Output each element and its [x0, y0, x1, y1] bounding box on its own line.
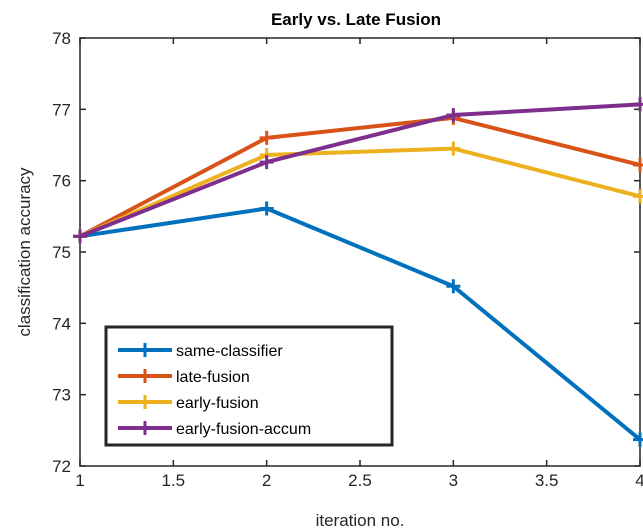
y-axis-label: classification accuracy [15, 167, 34, 337]
y-tick-label: 77 [52, 100, 71, 119]
data-point [633, 432, 643, 447]
y-tick-label: 73 [52, 386, 71, 405]
series-early-fusion-accum [73, 97, 643, 244]
legend-label: early-fusion-accum [176, 421, 311, 438]
data-point [446, 108, 461, 123]
series-line [79, 146, 641, 239]
data-point [259, 201, 274, 216]
x-tick-label: 2.5 [348, 471, 372, 490]
series-early-fusion [73, 141, 643, 244]
chart-title: Early vs. Late Fusion [271, 10, 441, 29]
series-layer [73, 97, 643, 447]
x-tick-label: 1.5 [162, 471, 186, 490]
data-point [633, 97, 643, 112]
legend-marker [138, 421, 152, 435]
y-tick-label: 78 [52, 29, 71, 48]
data-point [259, 130, 274, 145]
series-line [79, 115, 641, 239]
data-point [259, 155, 274, 170]
legend-label: late-fusion [176, 369, 250, 386]
y-tick-label: 74 [52, 314, 71, 333]
legend-box [104, 325, 394, 447]
legend-item: same-classifier [118, 343, 283, 360]
x-axis: 1 1.5 2 2.5 3 3.5 4 [75, 38, 643, 490]
legend-label: early-fusion [176, 395, 259, 412]
x-tick-label: 3 [449, 471, 458, 490]
x-axis-label: iteration no. [316, 511, 405, 530]
x-tick-label: 1 [75, 471, 84, 490]
series-line [79, 102, 641, 239]
legend-marker [138, 343, 152, 357]
legend: same-classifier late-fusion early-fusion ea… [104, 325, 394, 447]
legend-marker [138, 369, 152, 383]
y-tick-label: 76 [52, 172, 71, 191]
y-axis: 72 73 74 75 76 77 78 [52, 29, 640, 476]
legend-item: early-fusion [118, 395, 259, 412]
legend-item: early-fusion-accum [118, 421, 311, 438]
x-tick-label: 4 [635, 471, 643, 490]
y-tick-label: 72 [52, 457, 71, 476]
series-line [79, 206, 642, 442]
data-point [446, 141, 461, 156]
data-point [633, 157, 643, 172]
data-point [633, 189, 643, 204]
x-tick-label: 3.5 [535, 471, 559, 490]
x-tick-label: 2 [262, 471, 271, 490]
legend-marker [138, 395, 152, 409]
y-tick-label: 75 [52, 243, 71, 262]
data-point [446, 279, 461, 294]
data-point [73, 229, 87, 244]
legend-item: late-fusion [118, 369, 250, 386]
legend-label: same-classifier [176, 343, 283, 360]
